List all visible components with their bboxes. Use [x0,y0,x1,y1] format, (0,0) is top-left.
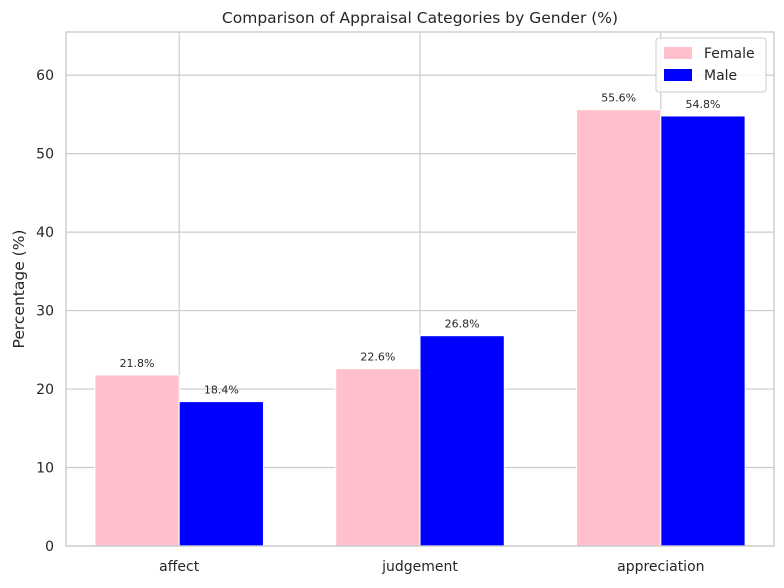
legend-label-male: Male [704,68,737,84]
chart-title: Comparison of Appraisal Categories by Ge… [222,9,618,27]
x-axis-ticks: affect judgement appreciation [159,559,704,575]
y-tick-label: 40 [36,225,54,241]
x-tick-label: judgement [381,559,458,575]
bar-female-appreciation [576,109,662,547]
legend-label-female: Female [704,46,755,62]
y-tick-label: 0 [45,539,54,555]
bar-male-appreciation [660,115,746,547]
bar-female-judgement [335,368,421,547]
plot-frame [65,31,775,547]
bar-male-judgement [419,335,505,547]
y-tick-label: 30 [36,304,54,320]
y-axis-title: Percentage (%) [10,230,28,349]
x-tick-label: affect [159,559,200,575]
bar-value-label: 22.6% [360,351,395,364]
legend: Female Male [655,37,767,93]
legend-swatch-female [664,47,692,59]
bar-value-label: 18.4% [204,384,239,397]
bar-value-label: 21.8% [120,357,155,370]
legend-swatch-male [664,69,692,81]
y-tick-label: 60 [36,68,54,84]
y-axis-ticks: 0 10 20 30 40 50 60 [36,68,54,555]
bar-value-label: 54.8% [685,98,720,111]
bar-male-affect [178,401,264,547]
x-tick-label: appreciation [617,559,704,575]
bar-value-label: 55.6% [601,92,636,105]
y-tick-label: 20 [36,382,54,398]
bar-female-affect [94,374,180,547]
y-tick-label: 50 [36,147,54,163]
bar-value-label: 26.8% [445,318,480,331]
bar-value-labels: 21.8% 22.6% 55.6% 18.4% 26.8% 54.8% [120,92,721,397]
y-tick-label: 10 [36,461,54,477]
